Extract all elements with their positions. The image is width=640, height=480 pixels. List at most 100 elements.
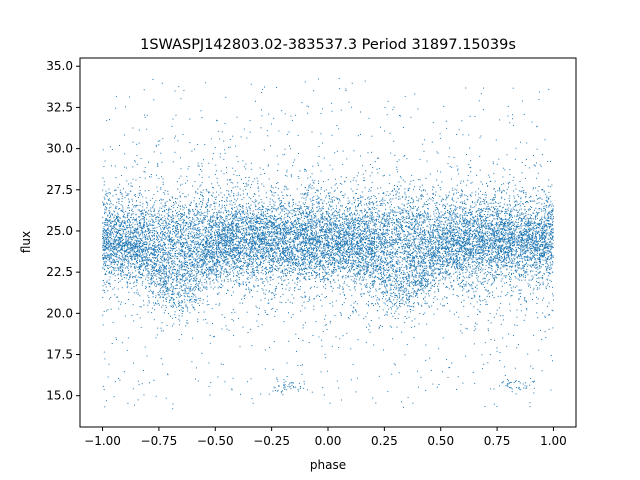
data-point <box>517 237 519 239</box>
data-point <box>121 236 123 238</box>
data-point <box>339 236 341 238</box>
data-point <box>424 237 426 239</box>
data-point <box>300 241 302 243</box>
data-point <box>237 244 239 246</box>
data-point <box>113 210 115 212</box>
data-point <box>478 246 480 248</box>
data-point <box>524 259 526 261</box>
data-point <box>451 231 453 233</box>
data-point <box>189 276 190 278</box>
data-point <box>383 243 385 245</box>
data-point <box>260 263 261 265</box>
data-point <box>393 256 395 258</box>
data-point <box>482 261 484 263</box>
data-point <box>236 216 237 217</box>
data-point <box>485 226 487 228</box>
data-point <box>325 238 327 240</box>
data-point <box>366 230 368 232</box>
data-point <box>300 213 302 215</box>
data-point <box>128 212 130 214</box>
data-point <box>369 204 371 206</box>
data-point <box>337 212 339 214</box>
data-point <box>417 252 419 254</box>
data-point <box>233 267 235 269</box>
data-point <box>216 242 218 244</box>
data-point <box>310 244 312 246</box>
data-point <box>148 291 150 292</box>
data-point <box>390 198 392 200</box>
data-point <box>220 218 222 220</box>
data-point <box>434 218 436 220</box>
data-point <box>277 234 279 236</box>
data-point <box>298 220 300 222</box>
data-point <box>194 241 196 243</box>
data-point <box>257 221 259 222</box>
data-point <box>192 251 194 253</box>
data-point <box>128 242 129 244</box>
data-point <box>120 274 122 276</box>
data-point <box>389 193 391 195</box>
data-point <box>126 251 128 253</box>
data-point <box>510 247 512 249</box>
data-point <box>246 217 248 219</box>
data-point <box>254 247 256 249</box>
data-point <box>228 265 230 267</box>
data-point <box>387 219 389 221</box>
data-point <box>169 257 171 259</box>
data-point <box>169 235 170 237</box>
data-point <box>272 249 274 251</box>
data-point <box>234 280 236 282</box>
data-point <box>228 227 230 229</box>
data-point <box>512 242 514 244</box>
data-point <box>117 240 119 242</box>
data-point <box>136 243 138 244</box>
data-point <box>537 190 539 192</box>
data-point <box>496 216 498 217</box>
data-point <box>300 208 302 210</box>
data-point <box>106 255 108 257</box>
data-point <box>512 245 514 247</box>
data-point <box>168 223 170 225</box>
data-point <box>193 213 195 215</box>
data-point <box>370 217 372 219</box>
data-point <box>481 224 483 226</box>
data-point <box>506 269 508 271</box>
data-point <box>195 192 197 194</box>
data-point <box>536 203 538 204</box>
data-point <box>545 220 547 222</box>
data-point <box>465 211 467 213</box>
data-point <box>543 225 545 227</box>
data-point <box>242 269 244 271</box>
data-point <box>275 228 277 230</box>
data-point <box>408 212 410 214</box>
data-point <box>213 216 215 218</box>
data-point <box>175 241 177 243</box>
data-point <box>468 236 470 238</box>
data-point <box>406 261 408 263</box>
data-point <box>535 270 537 272</box>
data-point <box>263 235 265 237</box>
data-point <box>207 221 209 222</box>
data-point <box>370 202 372 203</box>
data-point <box>478 249 480 250</box>
data-point <box>368 208 370 209</box>
data-point <box>400 223 402 225</box>
data-point <box>208 249 210 251</box>
data-point <box>519 225 521 227</box>
data-point <box>303 237 304 239</box>
data-point <box>297 213 299 215</box>
data-point <box>115 239 117 241</box>
data-point <box>282 253 284 255</box>
data-point <box>197 213 199 215</box>
data-point <box>413 251 415 253</box>
data-point <box>538 202 540 204</box>
data-point <box>525 230 527 232</box>
data-point <box>315 242 317 244</box>
data-point <box>290 316 292 318</box>
data-point <box>176 212 178 213</box>
data-point <box>411 243 412 245</box>
data-point <box>506 241 507 243</box>
data-point <box>364 260 366 262</box>
data-point <box>183 238 185 240</box>
data-point <box>145 214 147 216</box>
